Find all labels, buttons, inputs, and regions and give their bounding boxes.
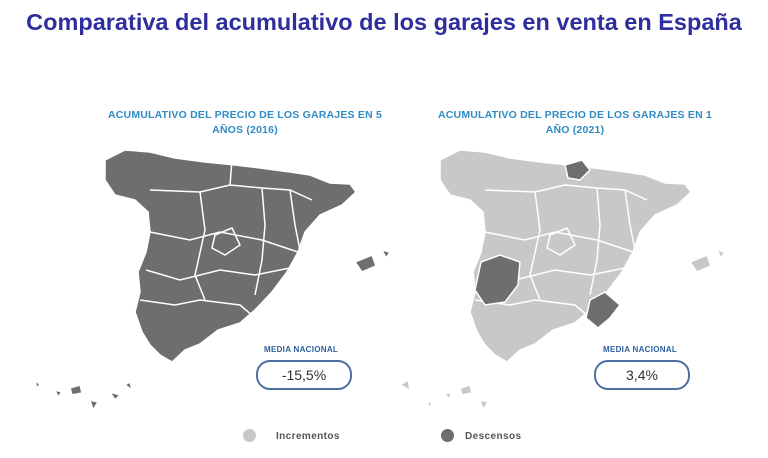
legend-increase-label: Incrementos <box>276 431 340 442</box>
legend-decrease-label: Descensos <box>465 431 522 442</box>
media-label-2016: MEDIA NACIONAL <box>264 345 339 354</box>
canary-island <box>478 398 490 412</box>
media-value-2016: -15,5% <box>256 360 352 390</box>
balearic-island <box>380 248 392 260</box>
region-decrease-southeast <box>585 291 622 329</box>
map-title-2016: ACUMULATIVO DEL PRECIO DE LOS GARAJES EN… <box>107 109 383 136</box>
canary-island <box>69 384 83 396</box>
mainland-region <box>104 149 358 363</box>
media-label-2021: MEDIA NACIONAL <box>603 345 678 354</box>
legend-decrease-swatch <box>441 429 454 442</box>
page-title: Comparativa del acumulativo de los garaj… <box>26 9 742 35</box>
canary-island <box>88 398 100 412</box>
canary-island <box>427 398 434 410</box>
map-title-2021: ACUMULATIVO DEL PRECIO DE LOS GARAJES EN… <box>437 109 713 136</box>
region-decrease-west <box>474 254 521 306</box>
canary-island <box>459 384 473 396</box>
balearic-island <box>688 254 712 273</box>
canary-island <box>108 390 122 402</box>
balearic-island <box>353 254 377 273</box>
region-decrease-north <box>564 159 592 181</box>
canary-island <box>35 377 42 390</box>
legend-increase-swatch <box>243 429 256 442</box>
mainland-region <box>439 149 693 363</box>
canary-island <box>53 388 64 399</box>
balearic-island <box>715 248 727 260</box>
canary-island <box>123 380 134 392</box>
canary-island <box>398 378 412 392</box>
media-value-2021: 3,4% <box>594 360 690 390</box>
canary-island <box>443 390 454 401</box>
